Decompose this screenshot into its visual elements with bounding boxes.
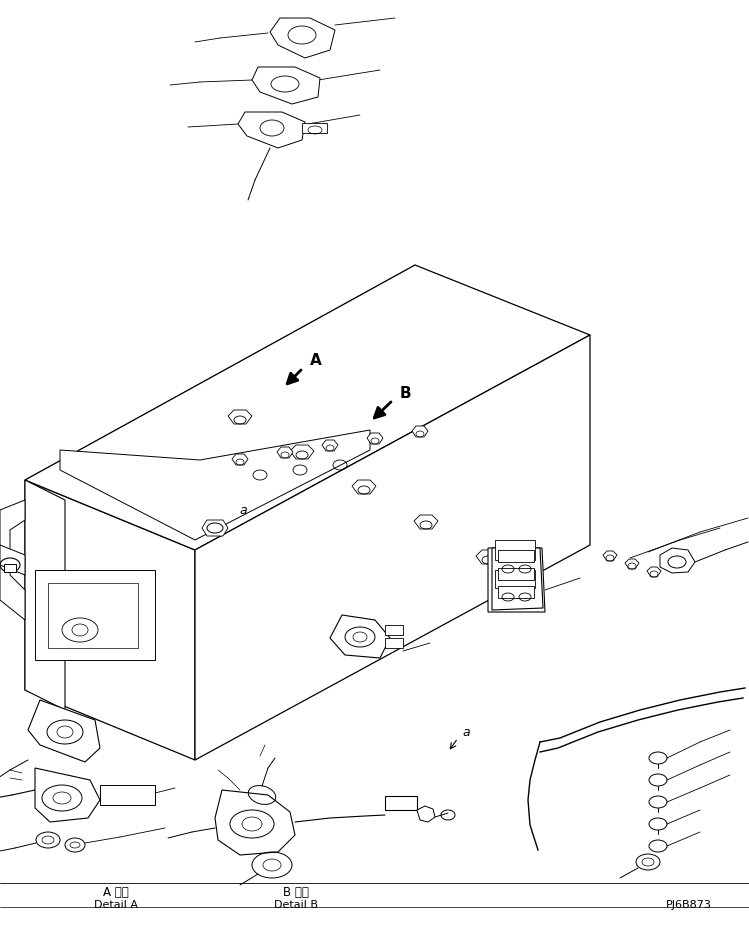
Polygon shape [660,548,695,573]
Polygon shape [488,548,545,612]
Polygon shape [367,433,383,444]
Text: a: a [462,726,470,740]
Bar [498,586,534,598]
Bar [498,568,534,580]
Polygon shape [238,112,305,148]
Polygon shape [60,430,370,540]
Polygon shape [277,447,293,458]
Polygon shape [270,18,335,58]
Polygon shape [232,454,248,465]
Polygon shape [352,480,376,494]
Polygon shape [202,520,228,536]
Polygon shape [412,426,428,437]
Bar [302,123,327,133]
Text: A 詳細: A 詳細 [103,885,129,899]
Polygon shape [290,445,314,459]
Polygon shape [228,410,252,424]
Bar [495,540,535,560]
Polygon shape [414,515,438,529]
Bar [48,583,138,648]
Polygon shape [603,551,617,561]
Polygon shape [25,480,195,760]
Polygon shape [215,790,295,855]
Polygon shape [0,545,25,575]
Bar [4,564,16,572]
Polygon shape [476,550,500,564]
Polygon shape [417,806,435,822]
Polygon shape [195,335,590,760]
Polygon shape [252,67,320,104]
Polygon shape [492,548,543,610]
Polygon shape [647,567,661,577]
Polygon shape [0,500,25,620]
Polygon shape [25,265,590,550]
Bar [385,638,403,648]
Polygon shape [25,480,65,710]
Bar [100,785,155,805]
Bar [385,625,403,635]
Bar [35,570,155,660]
Text: B: B [400,386,412,401]
Polygon shape [35,768,100,822]
Text: Detail B: Detail B [274,901,318,910]
Polygon shape [625,559,639,569]
Text: Detail A: Detail A [94,901,138,910]
Text: PJ6B873: PJ6B873 [666,901,712,910]
Bar [385,796,417,810]
Polygon shape [330,615,390,658]
Text: A: A [310,353,322,368]
Text: a: a [239,503,246,517]
Polygon shape [28,700,100,762]
Bar [498,550,534,562]
Polygon shape [322,440,338,451]
Text: B 詳細: B 詳細 [283,885,309,899]
Bar [495,570,535,588]
